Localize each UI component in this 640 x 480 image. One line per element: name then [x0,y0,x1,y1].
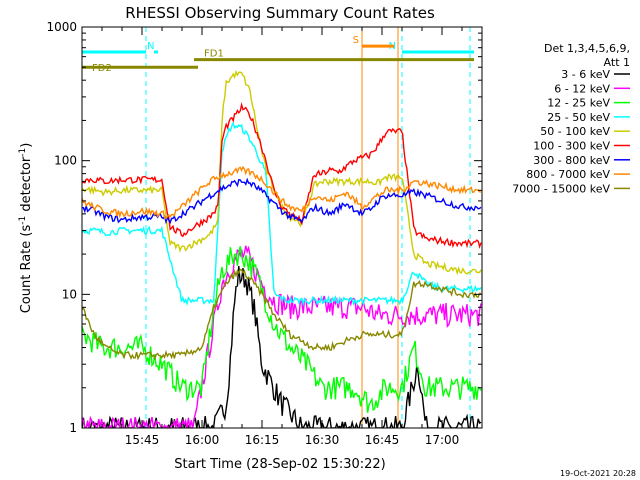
annotation-label-0: N [147,41,154,52]
annotation-label-3: FD2 [92,63,112,74]
legend-entry-label: 12 - 25 keV [547,97,610,110]
legend-entry-label: 7000 - 15000 keV [512,182,610,195]
legend-header: Att 1 [604,56,630,69]
x-axis-label: Start Time (28-Sep-02 15:30:22) [174,457,385,472]
legend-entry-label: 50 - 100 keV [540,125,610,138]
series-line-5 [82,102,482,249]
legend-entry-label: 25 - 50 keV [547,111,610,124]
legend-entry-label: 6 - 12 keV [554,82,610,95]
series-line-6 [82,177,482,225]
y-axis-label: Count Rate (s-1 detector-1) [18,143,34,314]
legend-entry-label: 300 - 800 keV [533,154,610,167]
series-line-2 [82,246,482,413]
plot-area: NNFD1FD2S [82,27,482,428]
y-tick-label: 1000 [46,20,77,34]
series-line-1 [82,245,482,428]
x-tick-label: 15:45 [125,433,160,447]
legend-entry-label: 100 - 300 keV [533,140,610,153]
series-line-0 [82,265,482,428]
legend-entry-label: 800 - 7000 keV [526,168,610,181]
series-line-4 [82,69,482,276]
x-tick-label: 16:30 [305,433,340,447]
annotation-label-4: S [353,35,359,46]
x-tick-label: 16:15 [245,433,280,447]
y-tick-label: 10 [62,287,77,301]
y-tick-label: 1 [69,421,77,435]
series-line-3 [82,121,482,307]
series-line-7 [82,165,482,220]
legend-header: Det 1,3,4,5,6,9, [544,42,630,55]
y-tick-label: 100 [54,154,77,168]
chart-title: RHESSI Observing Summary Count Rates [125,4,435,22]
x-tick-label: 17:00 [425,433,460,447]
x-tick-label: 16:45 [365,433,400,447]
plot-frame [81,26,483,429]
annotation-label-2: FD1 [204,49,224,60]
timestamp: 19-Oct-2021 20:28 [560,469,636,478]
axes: 15:45 16:00 16:15 16:30 16:45 17:00 1 10 100 1000 [46,20,483,447]
legend-entry-label: 3 - 6 keV [561,68,610,81]
x-tick-label: 16:00 [185,433,220,447]
series-line-8 [82,268,482,361]
